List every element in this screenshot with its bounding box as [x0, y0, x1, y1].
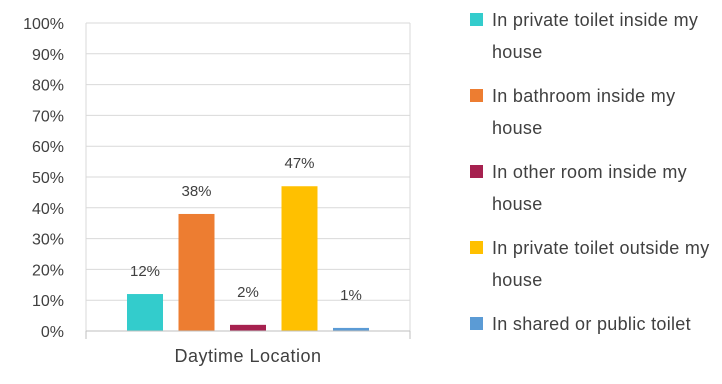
legend-swatch [470, 89, 483, 102]
y-tick-label: 100% [23, 16, 64, 33]
legend-label: In bathroom inside my house [492, 86, 676, 138]
x-axis: Daytime Location [85, 330, 411, 366]
bar-chart: 0% 10% 20% 30% 40% 50% 60% 70% 80% 90% 100% 12% 38%… [23, 16, 411, 366]
y-tick-label: 40% [32, 201, 64, 218]
data-label: 38% [181, 183, 211, 200]
legend-item: In private toilet inside my house [470, 4, 720, 80]
data-label: 47% [284, 155, 314, 172]
legend-item: In private toilet outside my house [470, 232, 720, 308]
legend-label: In private toilet inside my house [492, 10, 699, 62]
y-tick-label: 90% [32, 47, 64, 64]
legend-swatch [470, 241, 483, 254]
x-category-label: Daytime Location [174, 346, 321, 366]
bar [127, 294, 163, 331]
y-tick-label: 30% [32, 232, 64, 249]
y-tick-label: 10% [32, 293, 64, 310]
legend: In private toilet inside my house In bat… [470, 4, 720, 384]
legend-swatch [470, 165, 483, 178]
data-labels: 12% 38% 2% 47% 1% [130, 155, 362, 304]
bar [178, 213, 215, 331]
legend-label: In private toilet outside my house [492, 238, 710, 290]
y-tick-label: 0% [41, 324, 64, 341]
y-tick-label: 60% [32, 139, 64, 156]
legend-item: In bathroom inside my house [470, 80, 720, 156]
legend-label: In other room inside my house [492, 162, 687, 214]
data-label: 2% [237, 284, 259, 301]
legend-swatch [470, 317, 483, 330]
y-tick-label: 20% [32, 262, 64, 279]
data-label: 1% [340, 287, 362, 304]
y-tick-label: 70% [32, 108, 64, 125]
bar [333, 327, 369, 331]
gridlines [85, 22, 411, 331]
y-axis-ticks: 0% 10% 20% 30% 40% 50% 60% 70% 80% 90% 100% [23, 16, 64, 341]
bars [127, 186, 369, 331]
y-tick-label: 80% [32, 78, 64, 95]
legend-item: In other room inside my house [470, 156, 720, 232]
legend-label: In shared or public toilet [492, 314, 691, 334]
legend-item: In shared or public toilet [470, 308, 720, 384]
data-label: 12% [130, 263, 160, 280]
bar [230, 324, 266, 331]
y-tick-label: 50% [32, 170, 64, 187]
legend-swatch [470, 13, 483, 26]
bar [281, 186, 318, 331]
